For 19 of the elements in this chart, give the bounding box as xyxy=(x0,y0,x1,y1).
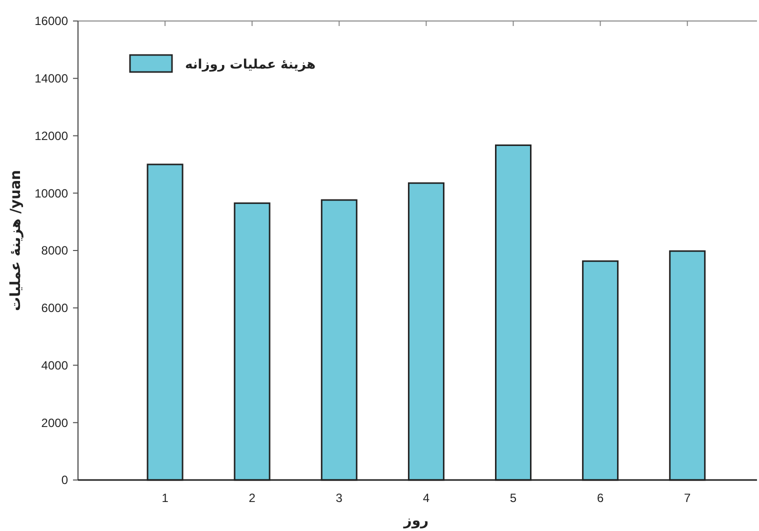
x-tick-label: 6 xyxy=(596,491,604,505)
y-tick-label: 12000 xyxy=(34,128,68,143)
y-tick-label: 8000 xyxy=(41,244,68,258)
y-tick-label: 2000 xyxy=(41,416,68,430)
y-tick-label: 10000 xyxy=(34,186,68,200)
x-tick-label: 4 xyxy=(422,491,430,505)
y-tick-label: 16000 xyxy=(34,14,68,28)
x-tick-label: 7 xyxy=(684,491,692,505)
y-axis-title: هزینهٔ عملیات /yuan xyxy=(8,170,24,311)
legend-label: هزینهٔ عملیات روزانه xyxy=(185,58,316,73)
y-tick-label: 14000 xyxy=(34,72,68,86)
y-tick-label: 4000 xyxy=(41,358,68,372)
x-tick-label: 2 xyxy=(248,491,256,505)
y-tick-label: 6000 xyxy=(41,301,68,316)
y-tick-label: 0 xyxy=(61,473,68,488)
x-axis-title: روز xyxy=(402,513,429,529)
x-tick-label: 5 xyxy=(510,491,517,505)
x-tick-label: 1 xyxy=(162,491,169,505)
x-tick-label: 3 xyxy=(336,491,343,505)
